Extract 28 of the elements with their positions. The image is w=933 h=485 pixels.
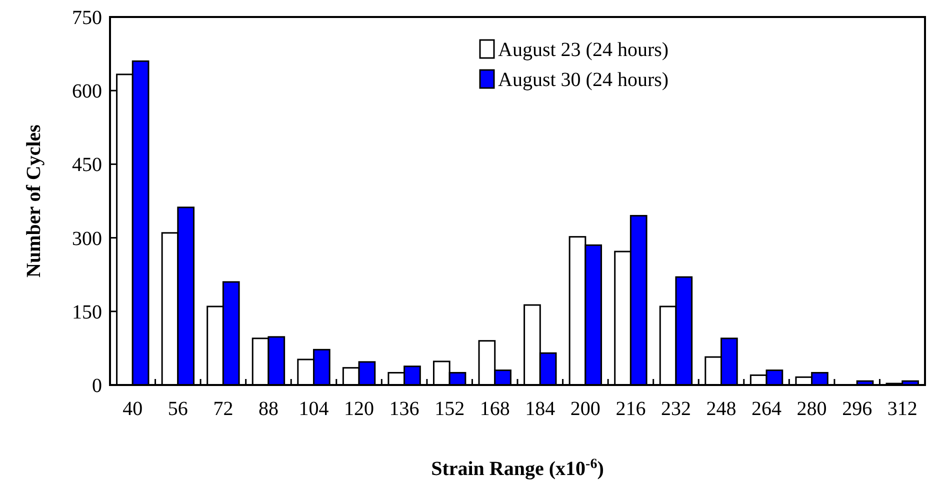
y-tick-label: 750 [72,7,102,29]
x-tick-label: 248 [706,398,736,420]
x-tick-label: 200 [570,398,600,420]
x-tick-label: 72 [213,398,234,420]
x-tick-label: 88 [258,398,278,420]
x-tick-label: 280 [796,398,827,420]
legend-label: August 30 (24 hours) [498,69,669,91]
x-tick-label: 232 [660,398,691,420]
x-tick-label: 312 [887,398,918,420]
y-tick-label: 300 [72,228,102,250]
x-tick-label: 104 [298,398,329,420]
x-axis-title: Strain Range (x10$^{-6}$) [431,456,604,480]
y-tick-label: 150 [72,301,102,324]
y-tick-label: 450 [72,154,102,176]
legend-label: August 23 (24 hours) [498,39,669,61]
x-tick-label: 120 [344,398,374,420]
x-tick-label: 296 [842,398,872,420]
x-tick-label: 264 [752,398,782,420]
x-tick-label: 216 [616,398,646,420]
x-tick-label: 40 [122,398,143,420]
y-tick-label: 0 [92,375,102,397]
x-tick-label: 56 [168,398,188,420]
y-axis-title: Number of Cycles [23,124,45,278]
x-tick-label: 136 [389,398,420,420]
y-tick-label: 600 [72,80,102,103]
x-tick-label: 152 [434,398,465,420]
x-tick-label: 168 [480,398,510,420]
x-tick-label: 184 [525,398,556,420]
